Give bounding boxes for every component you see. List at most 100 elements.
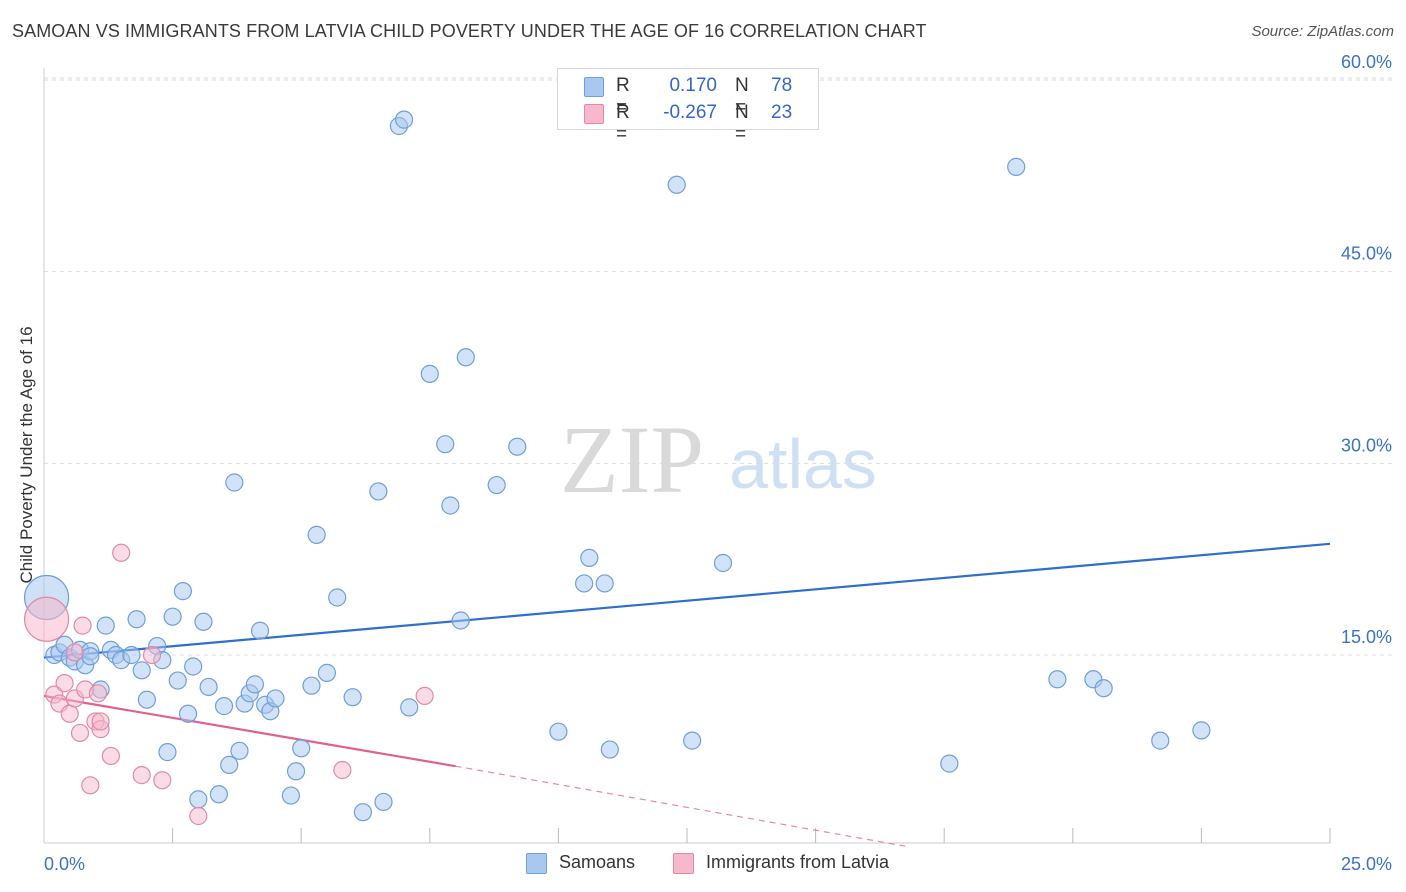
latvia-point	[23, 596, 70, 642]
x-tick-label: 25.0%	[1341, 854, 1392, 874]
latvia-n-value: 23	[771, 102, 793, 123]
samoans-point	[214, 697, 234, 716]
watermark-zip: ZIP	[560, 406, 704, 513]
latvia-r-label: R =	[616, 102, 630, 145]
samoans-point	[436, 435, 455, 454]
samoans-point	[173, 582, 192, 601]
watermark-atlas: atlas	[729, 425, 877, 503]
samoans-n-value: 78	[771, 75, 793, 96]
samoans-point	[163, 607, 182, 626]
x-tick-label: 0.0%	[44, 854, 85, 874]
samoans-point	[940, 754, 959, 773]
points-layer	[23, 110, 1211, 826]
samoans-legend-swatch	[526, 853, 547, 874]
samoans-point	[184, 657, 203, 676]
samoans-point	[600, 740, 619, 759]
chart-title: SAMOAN VS IMMIGRANTS FROM LATVIA CHILD P…	[12, 21, 927, 41]
samoans-swatch	[584, 77, 604, 97]
latvia-point	[55, 674, 74, 693]
samoans-point	[1094, 679, 1113, 698]
samoans-point	[132, 661, 151, 680]
latvia-point	[142, 645, 162, 665]
latvia-point	[333, 760, 352, 780]
samoans-point	[713, 553, 733, 573]
tick-label-layer: 15.0% 30.0% 45.0% 60.0% 0.0% 25.0%	[44, 52, 1392, 874]
samoans-legend-label: Samoans	[559, 852, 636, 872]
samoans-point	[595, 574, 614, 593]
trend-layer	[43, 542, 1331, 848]
samoans-point	[667, 175, 686, 194]
samoans-point	[81, 647, 100, 666]
samoans-point	[575, 574, 594, 593]
samoans-point	[1192, 721, 1211, 740]
samoans-point	[400, 698, 419, 717]
latvia-point	[81, 776, 100, 795]
samoans-point	[451, 611, 470, 630]
latvia-point	[189, 806, 208, 826]
samoans-point	[250, 621, 270, 640]
y-tick-label: 15.0%	[1341, 627, 1392, 647]
latvia-point	[153, 771, 172, 790]
samoans-point	[168, 671, 187, 690]
latvia-point	[70, 723, 90, 743]
y-tick-label: 60.0%	[1341, 52, 1392, 72]
samoans-point	[487, 475, 506, 495]
source-credit: Source: ZipAtlas.com	[1251, 23, 1394, 40]
samoans-point	[286, 762, 306, 781]
samoans-point	[178, 704, 198, 723]
samoans-n-label: N =	[735, 75, 749, 118]
samoans-point	[158, 743, 177, 762]
samoans-point	[137, 690, 156, 709]
samoans-point	[456, 348, 475, 367]
samoans-point	[1151, 731, 1170, 750]
samoans-point	[353, 803, 373, 822]
samoans-point	[580, 548, 599, 567]
latvia-n-label: N =	[735, 102, 749, 145]
y-tick-label: 30.0%	[1341, 435, 1392, 455]
axis-layer	[43, 68, 1331, 844]
samoans-point	[96, 616, 115, 635]
latvia-point	[65, 643, 84, 662]
samoans-point	[394, 110, 414, 129]
samoans-point	[230, 741, 249, 760]
samoans-point	[683, 731, 702, 750]
latvia-point	[101, 746, 120, 766]
samoans-point	[1048, 670, 1067, 689]
samoans-point	[508, 437, 527, 456]
samoans-point	[317, 663, 337, 682]
latvia-legend-label: Immigrants from Latvia	[706, 852, 890, 872]
samoans-point	[199, 677, 218, 697]
latvia-point	[112, 543, 131, 562]
latvia-legend-swatch	[673, 853, 694, 874]
samoans-point	[209, 785, 228, 804]
samoans-point	[281, 786, 301, 805]
latvia-point	[415, 686, 434, 705]
samoans-r-value: 0.170	[669, 75, 717, 96]
samoans-trend-line	[43, 542, 1331, 659]
samoans-point	[194, 612, 213, 631]
samoans-point	[122, 645, 141, 665]
latvia-trend-line-extension	[455, 765, 909, 848]
samoans-point	[189, 790, 208, 809]
samoans-r-label: R =	[616, 75, 630, 118]
samoans-point	[1007, 157, 1026, 176]
latvia-point	[73, 616, 92, 635]
latvia-trend-line	[43, 694, 456, 768]
latvia-r-value: -0.267	[663, 102, 717, 123]
correlation-legend: R = 0.170 N = 78 R = -0.267 N = 23	[557, 68, 819, 145]
samoans-point	[374, 792, 393, 812]
latvia-point	[91, 712, 110, 731]
samoans-point	[328, 588, 347, 607]
samoans-point	[225, 473, 244, 492]
latvia-point	[132, 766, 151, 785]
samoans-point	[292, 739, 311, 758]
samoans-point	[343, 688, 362, 707]
latvia-point	[88, 684, 108, 703]
samoans-point	[245, 675, 265, 694]
samoans-point	[302, 676, 321, 695]
samoans-point	[266, 689, 285, 708]
samoans-point	[127, 610, 146, 629]
samoans-point	[420, 364, 439, 383]
samoans-point	[220, 755, 239, 774]
